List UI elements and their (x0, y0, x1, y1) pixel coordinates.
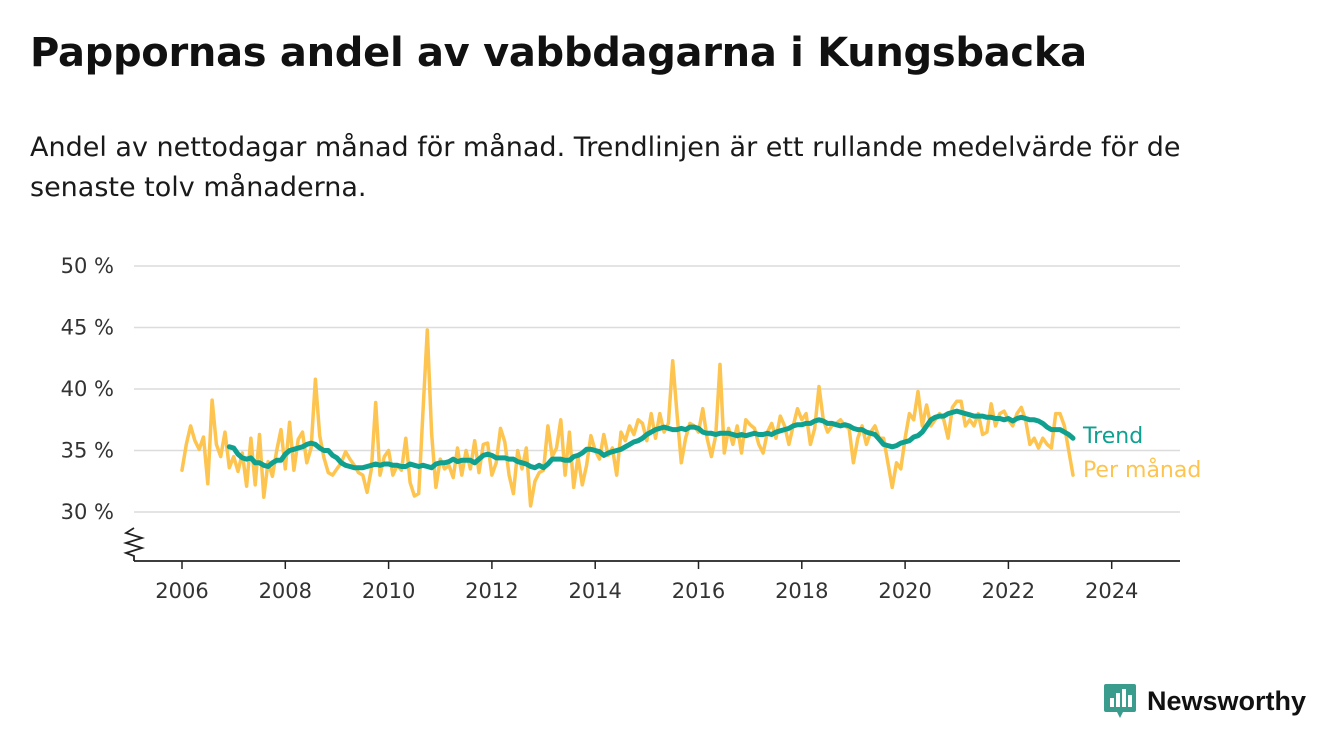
series-label-per-manad: Per månad (1083, 457, 1201, 483)
y-tick-label: 45 % (61, 316, 114, 340)
grid-lines (134, 265, 1180, 513)
x-tick-label: 2010 (362, 579, 415, 603)
series-line-trend (226, 408, 1076, 471)
x-tick-label: 2012 (465, 579, 518, 603)
x-tick-label: 2022 (982, 579, 1035, 603)
x-tick-label: 2006 (155, 579, 208, 603)
series-lines (180, 328, 1076, 508)
newsworthy-logo-icon (1103, 684, 1136, 718)
x-tick-label: 2008 (259, 579, 312, 603)
y-tick-label: 50 % (61, 254, 114, 278)
x-tick-label: 2016 (672, 579, 725, 603)
newsworthy-brand: Newsworthy (1103, 681, 1306, 721)
axis-break-icon (122, 527, 146, 561)
y-tick-label: 35 % (61, 439, 114, 463)
brand-name: Newsworthy (1146, 685, 1306, 716)
x-axis: 2006 2008 2010 2012 2014 2016 2018 2020 2022 2024 (134, 560, 1180, 603)
y-tick-label: 40 % (61, 377, 114, 401)
x-tick-label: 2020 (878, 579, 931, 603)
x-tick-label: 2024 (1085, 579, 1138, 603)
series-line-per-manad (180, 328, 1075, 508)
y-tick-label: 30 % (61, 500, 114, 524)
x-tick-label: 2018 (775, 579, 828, 603)
series-labels: Trend Per månad (1082, 424, 1201, 483)
chart-subtitle: Andel av nettodagar månad för månad. Tre… (30, 132, 1181, 203)
chart-title: Pappornas andel av vabbdagarna i Kungsba… (30, 30, 1087, 76)
series-label-trend: Trend (1082, 424, 1143, 449)
y-axis: 30 % 35 % 40 % 45 % 50 % (61, 254, 146, 561)
x-tick-label: 2014 (568, 579, 621, 603)
